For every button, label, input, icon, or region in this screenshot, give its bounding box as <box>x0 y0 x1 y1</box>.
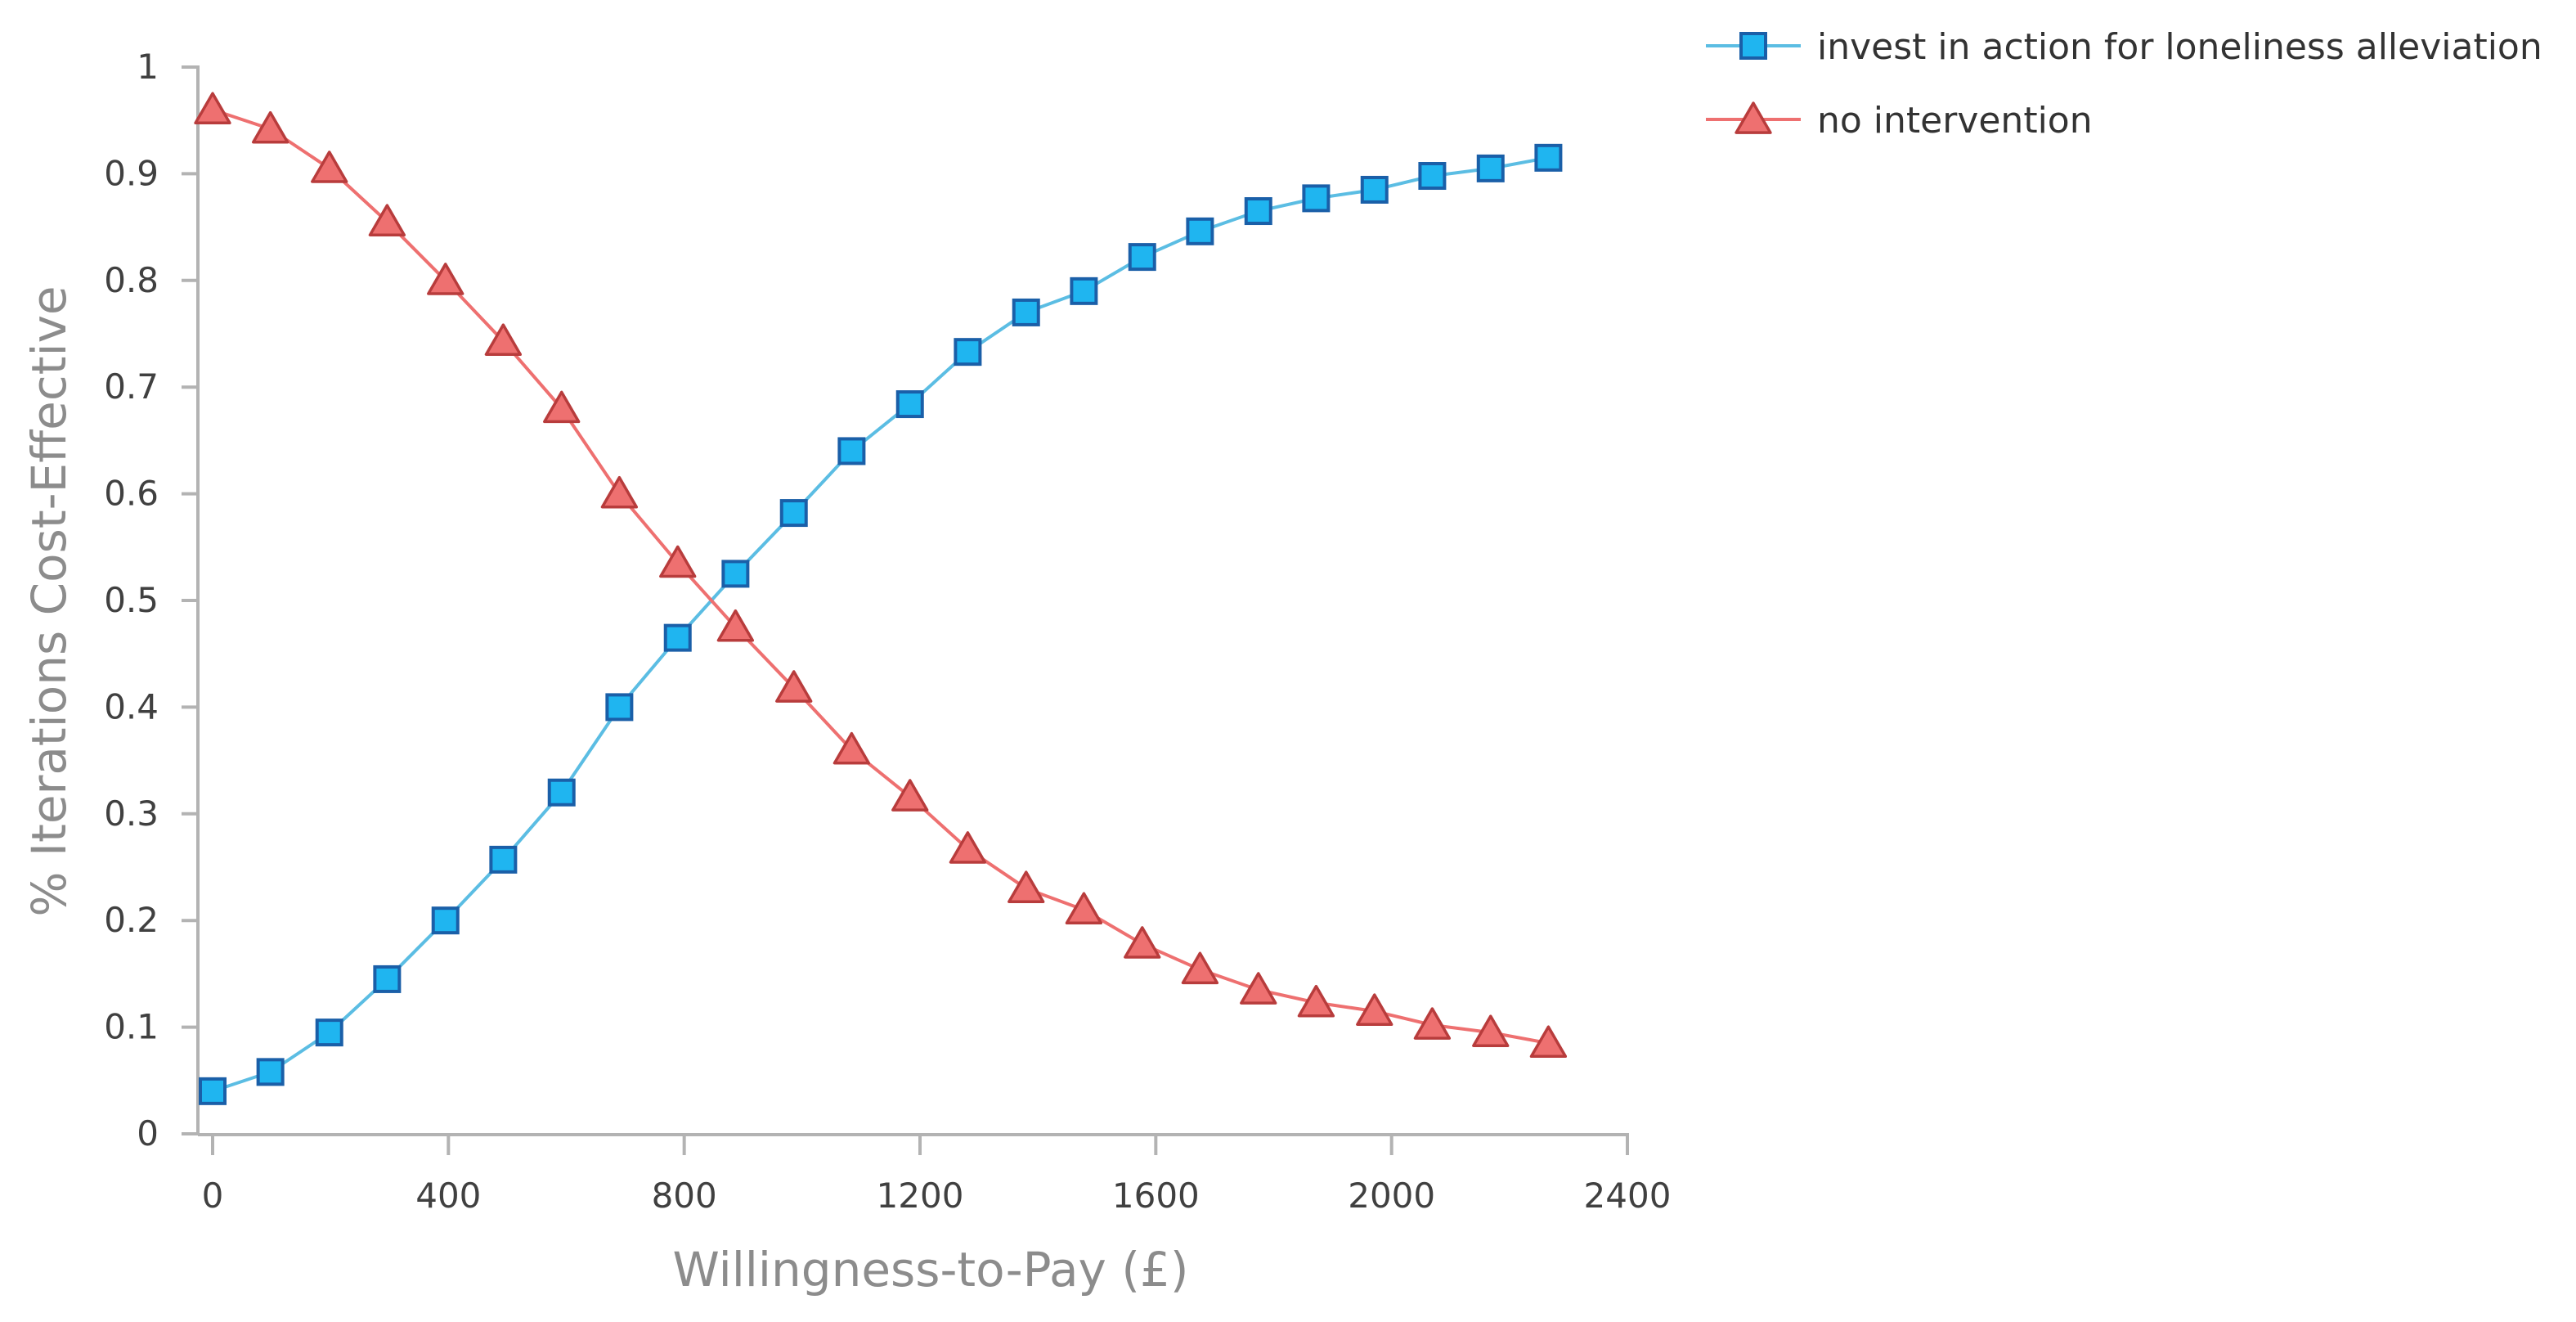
series-no-intervention <box>194 92 1568 1059</box>
data-point <box>489 845 518 874</box>
y-tick-label: 0.9 <box>104 153 159 193</box>
data-point <box>1413 1007 1452 1040</box>
data-point <box>716 609 755 642</box>
data-point <box>311 151 348 183</box>
y-tick-label: 0 <box>137 1113 159 1153</box>
data-point <box>775 670 813 703</box>
data-point <box>663 623 692 652</box>
x-tick-label: 800 <box>652 1176 717 1216</box>
data-point <box>431 906 460 935</box>
data-point <box>427 263 464 295</box>
data-point <box>600 475 639 509</box>
axes: 0 0.1 0.2 0.3 0.4 0.5 0.6 0.7 0.8 0.9 1 0 400 800 1200… <box>104 47 1671 1216</box>
data-point <box>373 965 402 993</box>
data-point <box>1008 870 1045 903</box>
data-point <box>1181 951 1219 985</box>
data-point <box>1012 298 1040 326</box>
data-point <box>721 560 750 588</box>
data-point <box>368 204 406 236</box>
data-point <box>895 390 924 419</box>
legend-item: no intervention <box>1706 100 2093 142</box>
data-point <box>949 831 987 864</box>
legend-item: invest in action for loneliness alleviat… <box>1706 26 2542 68</box>
data-point <box>1244 197 1272 226</box>
data-point <box>547 778 576 807</box>
data-point <box>605 693 634 722</box>
y-tick-label: 1 <box>137 47 159 87</box>
data-point <box>1472 1014 1510 1048</box>
data-point <box>779 499 808 528</box>
x-axis-title: Willingness-to-Pay (£) <box>673 1242 1189 1297</box>
data-point <box>484 323 523 357</box>
data-point <box>251 110 289 144</box>
data-point <box>659 545 697 578</box>
legend: invest in action for loneliness alleviat… <box>1706 26 2542 142</box>
x-tick-label: 1600 <box>1112 1176 1200 1216</box>
series-line <box>212 155 1549 1093</box>
data-point <box>1476 154 1505 182</box>
data-point <box>256 1058 285 1086</box>
series-invest <box>199 143 1563 1105</box>
data-point <box>1070 277 1098 305</box>
data-point <box>199 1077 227 1105</box>
y-tick-label: 0.3 <box>104 794 159 834</box>
data-point <box>837 437 866 465</box>
data-point <box>954 338 982 366</box>
data-point <box>543 390 581 424</box>
legend-label: invest in action for loneliness alleviat… <box>1817 26 2542 68</box>
y-tick-label: 0.2 <box>104 900 159 940</box>
y-tick-label: 0.6 <box>104 474 159 514</box>
series-line <box>212 108 1549 1045</box>
data-point <box>1418 162 1447 191</box>
data-point <box>1360 175 1389 204</box>
y-tick-label: 0.1 <box>104 1007 159 1047</box>
y-tick-label: 0.8 <box>104 260 159 300</box>
data-point <box>891 779 929 812</box>
data-point <box>1297 984 1335 1018</box>
data-point <box>1124 926 1161 959</box>
data-point <box>194 92 231 125</box>
data-point <box>1302 184 1331 213</box>
data-point <box>1065 892 1103 925</box>
legend-square-marker <box>1739 32 1767 60</box>
series-layer <box>194 92 1568 1105</box>
y-tick-label: 0.5 <box>104 580 159 620</box>
x-tick-label: 1200 <box>877 1176 964 1216</box>
data-point <box>1186 217 1214 245</box>
data-point <box>1356 993 1393 1026</box>
x-tick-label: 0 <box>202 1176 224 1216</box>
y-tick-label: 0.7 <box>104 366 159 407</box>
x-tick-label: 2400 <box>1584 1176 1672 1216</box>
data-point <box>1128 243 1156 272</box>
data-point <box>1240 972 1277 1005</box>
y-axis-title: % Iterations Cost-Effective <box>21 286 77 916</box>
data-point <box>832 731 871 765</box>
legend-triangle-marker <box>1735 101 1772 134</box>
data-point <box>315 1018 343 1047</box>
legend-label: no intervention <box>1817 100 2093 142</box>
x-tick-label: 2000 <box>1348 1176 1435 1216</box>
x-tick-label: 400 <box>415 1176 481 1216</box>
data-point <box>1529 1025 1568 1059</box>
data-point <box>1534 143 1563 172</box>
y-tick-label: 0.4 <box>104 686 159 726</box>
